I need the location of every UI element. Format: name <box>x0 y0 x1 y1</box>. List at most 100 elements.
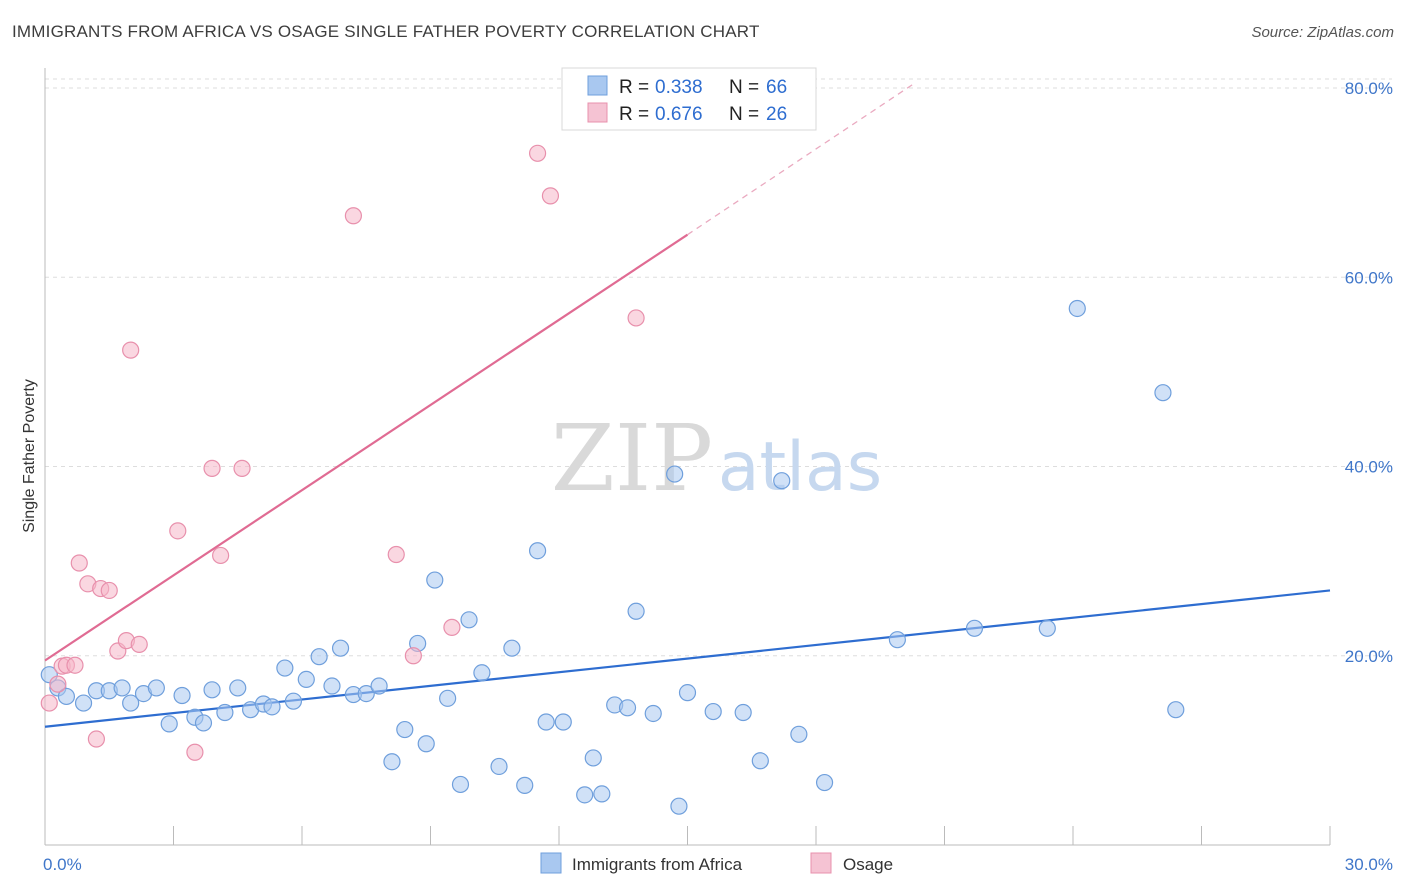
data-point-blue <box>666 465 684 483</box>
chart-title: IMMIGRANTS FROM AFRICA VS OSAGE SINGLE F… <box>12 22 760 41</box>
legend-bottom: Immigrants from Africa Osage <box>540 852 893 874</box>
data-point-blue <box>888 631 906 649</box>
data-point-blue <box>331 639 350 657</box>
data-point-pink <box>541 187 560 205</box>
data-point-pink <box>130 635 148 653</box>
y-tick-label: 80.0% <box>1345 79 1393 98</box>
source-credit: Source: ZipAtlas.com <box>1251 24 1394 41</box>
data-point-blue <box>229 679 247 697</box>
data-point-pink <box>212 546 230 565</box>
x-tick-label: 30.0% <box>1345 855 1393 874</box>
data-point-pink <box>66 656 84 674</box>
data-point-blue <box>147 679 165 697</box>
data-point-blue <box>263 698 281 716</box>
data-point-blue <box>1154 384 1172 402</box>
data-point-blue <box>734 703 752 722</box>
data-point-blue <box>670 797 688 815</box>
data-point-blue <box>1167 701 1185 719</box>
data-point-blue <box>460 611 478 629</box>
y-tick-label: 20.0% <box>1345 647 1393 666</box>
data-point-blue <box>370 677 388 695</box>
data-point-pink <box>627 309 645 327</box>
data-point-pink <box>169 522 187 540</box>
data-point-pink <box>186 743 204 761</box>
data-point-blue <box>194 714 213 732</box>
legend-n-value: 66 <box>766 77 787 98</box>
y-axis-label: Single Father Poverty <box>21 379 38 533</box>
legend-swatch-osage <box>810 852 832 874</box>
legend-n-label: N = <box>729 104 759 125</box>
legend-r-value: 0.676 <box>655 104 703 125</box>
grid <box>45 78 1392 657</box>
data-point-blue <box>1038 619 1056 637</box>
data-point-blue <box>704 702 722 721</box>
watermark-zip: ZIP <box>551 405 713 512</box>
data-point-blue <box>323 677 341 695</box>
data-point-blue <box>751 752 769 770</box>
y-tick-label: 60.0% <box>1345 268 1393 287</box>
data-point-blue <box>516 776 534 794</box>
data-point-blue <box>173 686 191 705</box>
axes: 20.0% 40.0% 60.0% 80.0% 0.0% 30.0% <box>43 68 1393 874</box>
data-point-pink <box>404 647 422 665</box>
data-point-blue <box>790 725 808 743</box>
legend-n-label: N = <box>729 77 759 98</box>
data-point-blue <box>357 684 375 703</box>
data-point-blue <box>383 753 401 771</box>
data-point-blue <box>276 659 294 677</box>
legend-n-value: 26 <box>766 104 787 125</box>
data-point-blue <box>310 648 328 666</box>
data-point-pink <box>87 730 106 748</box>
data-point-blue <box>113 679 131 697</box>
data-point-blue <box>1068 299 1086 318</box>
data-point-blue <box>593 785 611 803</box>
data-point-blue <box>122 694 140 712</box>
legend-label-immigrants: Immigrants from Africa <box>572 855 743 874</box>
data-point-pink <box>70 554 88 572</box>
legend-label-osage: Osage <box>843 855 893 874</box>
data-point-blue <box>576 786 594 804</box>
data-point-blue <box>503 639 521 657</box>
data-point-blue <box>160 715 178 733</box>
data-point-blue <box>815 773 834 792</box>
data-point-blue <box>627 602 645 620</box>
data-point-pink <box>443 618 461 636</box>
x-tick-label: 0.0% <box>43 855 82 874</box>
data-points <box>40 144 1185 815</box>
legend-swatch-immigrants <box>540 852 562 874</box>
data-point-blue <box>396 720 414 739</box>
data-point-blue <box>678 684 697 702</box>
data-point-blue <box>451 775 470 794</box>
data-point-pink <box>203 459 221 477</box>
data-point-blue <box>490 757 508 776</box>
data-point-blue <box>439 689 457 707</box>
trendline-blue <box>44 589 1331 728</box>
data-point-blue <box>554 713 572 731</box>
data-point-blue <box>473 664 491 682</box>
data-point-pink <box>233 459 251 477</box>
data-point-blue <box>426 571 444 589</box>
data-point-blue <box>584 749 602 767</box>
data-point-blue <box>284 692 303 710</box>
data-point-blue <box>618 699 637 717</box>
data-point-pink <box>122 341 140 359</box>
data-point-blue <box>644 704 662 723</box>
data-point-blue <box>965 619 984 637</box>
data-point-pink <box>100 581 118 600</box>
data-point-blue <box>297 670 315 689</box>
data-point-blue <box>537 713 555 731</box>
legend-r-label: R = <box>619 104 649 125</box>
data-point-blue <box>417 735 435 753</box>
data-point-pink <box>387 545 405 564</box>
data-point-blue <box>74 694 93 712</box>
data-point-blue <box>216 703 234 722</box>
watermark: ZIP atlas <box>551 405 882 512</box>
watermark-atlas: atlas <box>718 428 882 507</box>
legend-r-value: 0.338 <box>655 77 703 98</box>
data-point-blue <box>57 687 76 706</box>
legend-top: R = 0.338 N = 66 R = 0.676 N = 26 <box>561 67 817 131</box>
data-point-pink <box>528 144 547 162</box>
data-point-blue <box>773 472 791 490</box>
data-point-blue <box>203 681 221 699</box>
